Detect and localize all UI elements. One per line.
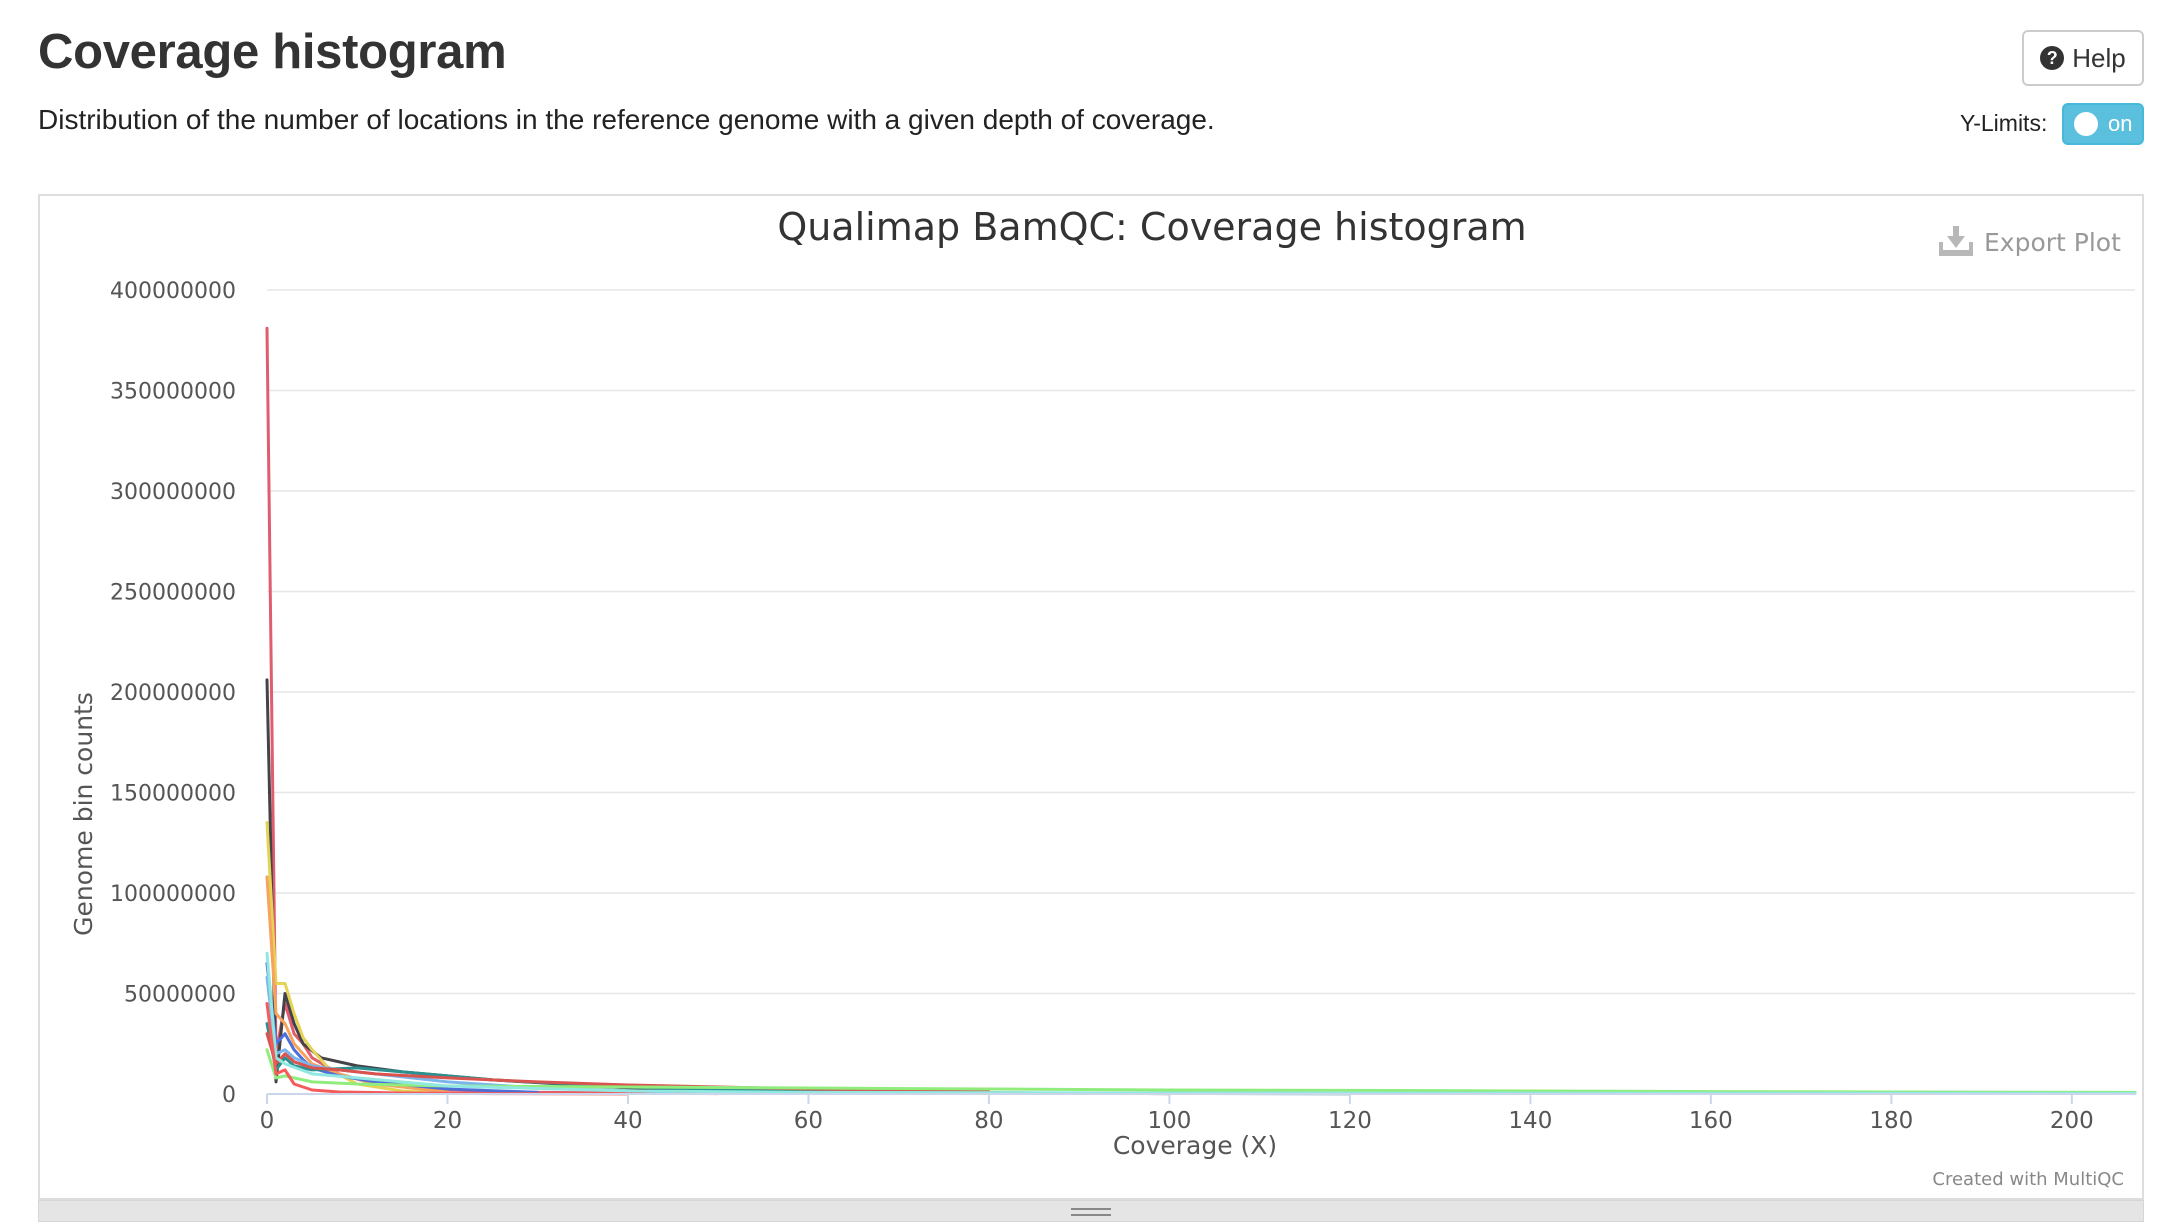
ylimits-label: Y-Limits: xyxy=(1960,110,2048,136)
y-tick-label: 200000000 xyxy=(110,681,236,706)
x-axis-title: Coverage (X) xyxy=(1113,1131,1277,1160)
page-description: Distribution of the number of locations … xyxy=(38,104,1215,135)
series-line-1[interactable] xyxy=(265,326,720,1096)
grid-lines xyxy=(267,289,2135,1095)
y-tick-label: 400000000 xyxy=(110,279,236,304)
page-title: Coverage histogram xyxy=(38,25,507,79)
x-tick-label: 140 xyxy=(1508,1108,1552,1134)
series-line-10[interactable] xyxy=(265,951,2137,1095)
toggle-state-label: on xyxy=(2108,111,2133,136)
x-tick-label: 80 xyxy=(974,1108,1003,1134)
y-tick-label: 300000000 xyxy=(110,480,236,505)
x-tick-label: 200 xyxy=(2050,1108,2094,1134)
y-tick-label: 250000000 xyxy=(110,581,236,606)
coverage-histogram-chart[interactable]: 0 50000000 100000000 150000000 200000000 2500… xyxy=(40,196,2142,1198)
x-tick-label: 100 xyxy=(1147,1108,1191,1134)
plot-resize-handle[interactable] xyxy=(38,1200,2144,1222)
x-tick-label: 160 xyxy=(1689,1108,1733,1134)
x-tick-label: 40 xyxy=(613,1108,642,1134)
ylimits-toggle[interactable]: on xyxy=(2062,103,2144,145)
help-button-label: Help xyxy=(2072,42,2126,73)
series-line-4[interactable] xyxy=(265,875,449,1094)
series-line-2[interactable] xyxy=(265,678,1171,1096)
x-tick-label: 20 xyxy=(433,1108,462,1134)
chart-title: Qualimap BamQC: Coverage histogram xyxy=(777,205,1526,249)
x-tick-label: 180 xyxy=(1869,1108,1913,1134)
y-tick-label: 0 xyxy=(222,1083,236,1108)
series-line-9[interactable] xyxy=(265,1048,2137,1094)
x-tick-label: 120 xyxy=(1328,1108,1372,1134)
axes: 0 50000000 100000000 150000000 200000000 2500… xyxy=(110,279,2135,1134)
export-plot-label: Export Plot xyxy=(1984,228,2121,257)
x-tick-label: 60 xyxy=(794,1108,823,1134)
y-tick-label: 150000000 xyxy=(110,782,236,807)
plot-container: 0 50000000 100000000 150000000 200000000 2500… xyxy=(38,194,2144,1200)
series-line-11[interactable] xyxy=(265,1002,630,1096)
y-axis-title: Genome bin counts xyxy=(69,692,98,936)
y-tick-label: 350000000 xyxy=(110,380,236,405)
y-tick-label: 100000000 xyxy=(110,882,236,907)
grip-icon xyxy=(1071,1208,1111,1216)
toggle-knob xyxy=(2074,112,2098,136)
download-icon xyxy=(1939,226,1973,256)
export-plot-button[interactable]: Export Plot xyxy=(1939,226,2121,257)
question-circle-icon: ? xyxy=(2040,46,2065,70)
y-tick-label: 50000000 xyxy=(124,983,236,1008)
x-tick-label: 0 xyxy=(260,1108,275,1134)
created-with-credit: Created with MultiQC xyxy=(1932,1169,2124,1190)
help-button[interactable]: ? Help xyxy=(2022,30,2144,86)
series-line-3[interactable] xyxy=(265,821,449,1095)
series-lines xyxy=(265,326,2137,1096)
